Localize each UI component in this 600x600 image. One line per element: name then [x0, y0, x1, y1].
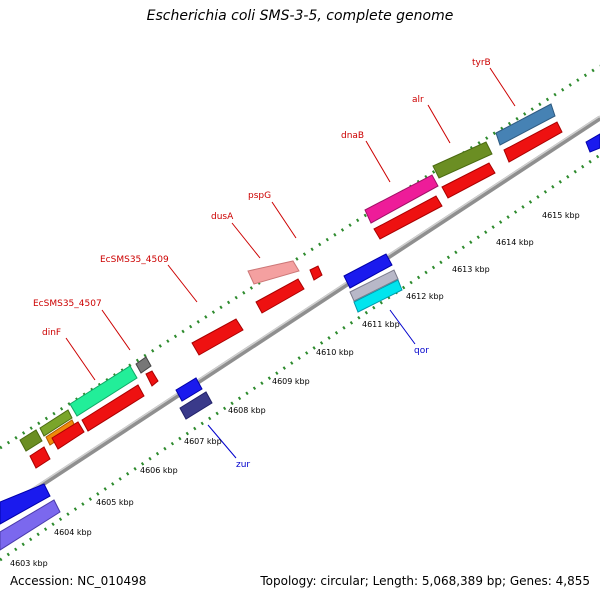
forward-gene-arrow: [145, 370, 159, 387]
kbp-tick-label: 4607 kbp: [184, 437, 222, 446]
reverse-gene-arrow: [349, 269, 399, 302]
kbp-tick-label: 4609 kbp: [272, 377, 310, 386]
reverse-gene-arrow: [0, 483, 51, 525]
kbp-tick-label: 4611 kbp: [362, 320, 400, 329]
gene-label-alr: alr: [412, 95, 424, 105]
gene-label-pspG: pspG: [248, 191, 271, 201]
gene-block: [39, 409, 73, 437]
gene-label-EcSMS35_4507: EcSMS35_4507: [33, 299, 102, 309]
accession-text: Accession: NC_010498: [10, 574, 147, 588]
leader-dinF: [65, 337, 96, 381]
leader-EcSMS35_4507: [101, 309, 131, 351]
gene-labels: dinF EcSMS35_4507 EcSMS35_4509 dusA pspG…: [33, 58, 491, 470]
gene-block: [19, 429, 43, 452]
feature-row-reverse: [0, 133, 600, 551]
forward-gene-arrow: [51, 421, 85, 450]
gene-label-dusA: dusA: [211, 212, 234, 222]
forward-gene-arrow: [441, 162, 496, 199]
forward-gene-arrow: [503, 121, 563, 163]
leader-dnaB: [365, 140, 391, 183]
genome-backbone: [0, 115, 600, 515]
kbp-tick-label: 4606 kbp: [140, 466, 178, 475]
reverse-gene-arrow: [585, 133, 600, 153]
gene-label-tyrB: tyrB: [472, 58, 491, 68]
inner-dotted-track: [0, 153, 600, 562]
gene-block: [135, 356, 152, 374]
kbp-tick-label: 4614 kbp: [496, 238, 534, 247]
map-title: Escherichia coli SMS-3-5, complete genom…: [146, 8, 454, 24]
reverse-gene-arrow: [0, 499, 61, 551]
forward-gene-arrow: [373, 195, 443, 240]
kbp-ticks: 4603 kbp 4604 kbp 4605 kbp 4606 kbp 4607…: [10, 211, 580, 568]
kbp-tick-label: 4608 kbp: [228, 406, 266, 415]
genome-backbone-highlight: [0, 115, 600, 511]
forward-gene-arrow: [309, 265, 323, 281]
feature-row-forward: [29, 121, 563, 469]
gene-block: [247, 260, 300, 285]
forward-gene-arrow: [29, 446, 51, 469]
gene-block: [432, 141, 493, 179]
leader-pspG: [271, 201, 297, 239]
reverse-gene-arrow: [175, 377, 203, 402]
leader-zur: [207, 424, 237, 459]
leader-qor: [389, 309, 416, 345]
reverse-gene-arrow: [353, 279, 403, 313]
leader-tyrB: [489, 67, 516, 107]
gene-label-dinF: dinF: [42, 328, 61, 338]
feature-row-outer: [19, 103, 556, 452]
gene-block: [364, 174, 439, 224]
forward-gene-arrow: [191, 318, 244, 356]
leader-alr: [427, 104, 451, 144]
reverse-gene-arrow: [179, 391, 213, 420]
forward-gene-arrow: [255, 278, 305, 314]
reverse-gene-arrow: [343, 253, 393, 289]
kbp-tick-label: 4615 kbp: [542, 211, 580, 220]
gene-label-EcSMS35_4509: EcSMS35_4509: [100, 255, 169, 265]
gene-block: [69, 365, 138, 417]
kbp-tick-label: 4610 kbp: [316, 348, 354, 357]
leader-EcSMS35_4509: [167, 264, 198, 303]
kbp-tick-label: 4603 kbp: [10, 559, 48, 568]
outer-dotted-track: [0, 64, 600, 450]
kbp-tick-label: 4612 kbp: [406, 292, 444, 301]
kbp-tick-label: 4604 kbp: [54, 528, 92, 537]
kbp-tick-label: 4605 kbp: [96, 498, 134, 507]
gene-label-qor: qor: [414, 346, 429, 356]
gene-label-zur: zur: [236, 460, 250, 470]
label-leaders: [65, 67, 516, 459]
gene-block: [495, 103, 556, 146]
leader-dusA: [231, 222, 261, 259]
genome-stats-text: Topology: circular; Length: 5,068,389 bp…: [260, 574, 590, 588]
kbp-tick-label: 4613 kbp: [452, 265, 490, 274]
gene-label-dnaB: dnaB: [341, 131, 364, 141]
forward-gene-arrow: [81, 384, 145, 432]
